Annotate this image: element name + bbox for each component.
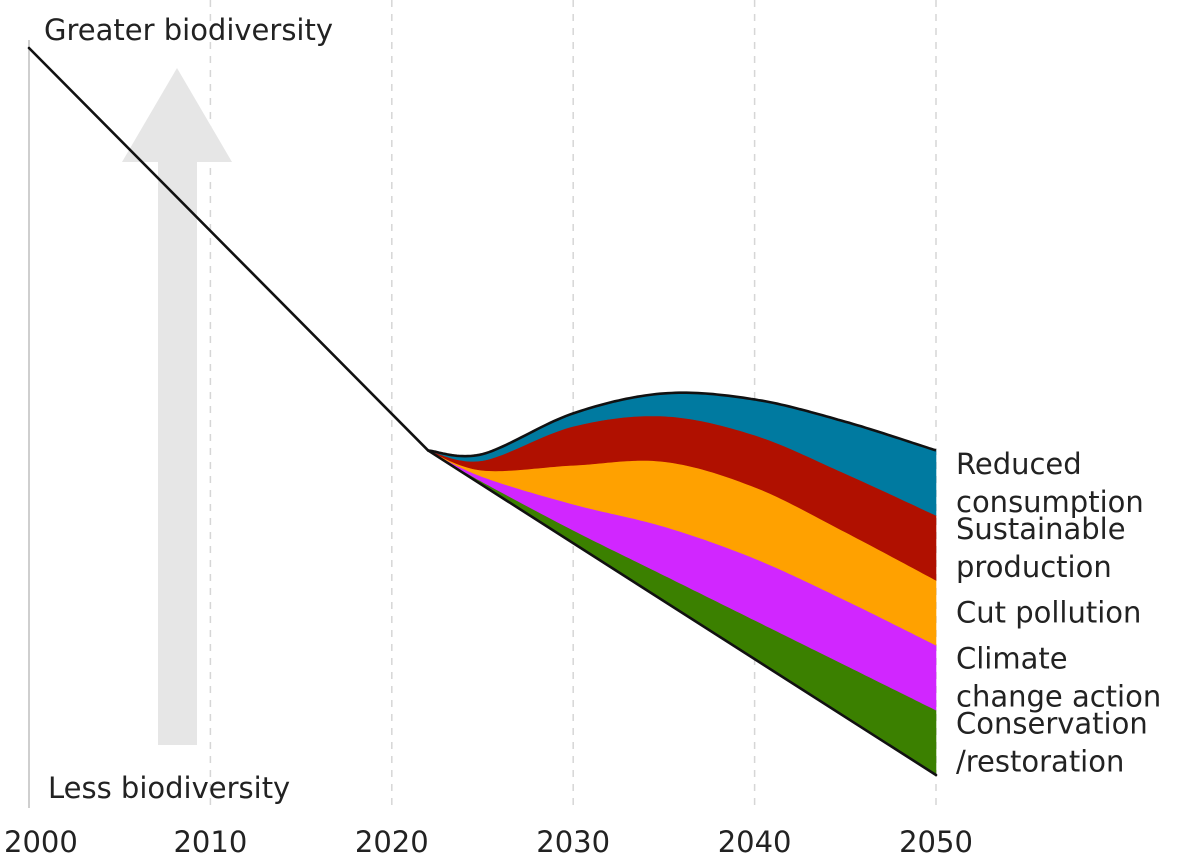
series-label: Cut pollution <box>956 596 1141 630</box>
x-tick-label: 2000 <box>4 825 78 859</box>
series-label: Reduced consumption <box>956 447 1144 519</box>
x-tick-label: 2050 <box>899 825 973 859</box>
series-label: Sustainable production <box>956 512 1126 584</box>
trend-lines <box>27 46 938 777</box>
x-tick-label: 2010 <box>173 825 247 859</box>
series-label-line: Reduced <box>956 447 1082 481</box>
labels: Greater biodiversity Less biodiversity <box>44 13 333 805</box>
series-labels: Conservation/restoration Climate change ac… <box>956 447 1161 779</box>
series-label: Conservation/restoration <box>956 707 1148 779</box>
series-label-line: production <box>956 550 1112 584</box>
business-as-usual-line <box>426 449 938 777</box>
x-tick-label: 2020 <box>355 825 429 859</box>
x-axis-ticks: 2000 2010 2020 2030 2040 2050 <box>4 825 973 859</box>
y-axis-bottom-label: Less biodiversity <box>48 771 290 805</box>
series-label-line: Sustainable <box>956 512 1126 546</box>
up-arrow-icon <box>122 68 232 745</box>
series-label-line: Cut pollution <box>956 596 1141 630</box>
x-tick-label: 2030 <box>536 825 610 859</box>
series-label-line: Climate <box>956 642 1068 676</box>
series-label: Climate change action <box>956 642 1161 714</box>
x-tick-label: 2040 <box>718 825 792 859</box>
y-axis-top-label: Greater biodiversity <box>44 13 333 47</box>
series-label-line: change action <box>956 680 1161 714</box>
combined-action-line <box>427 391 937 458</box>
stacked-areas <box>427 392 937 776</box>
upward-arrow <box>122 68 232 745</box>
series-label-line: Conservation <box>956 707 1148 741</box>
historic-decline-line <box>27 46 430 452</box>
series-label-line: /restoration <box>956 745 1124 779</box>
series-label-line: consumption <box>956 485 1144 519</box>
